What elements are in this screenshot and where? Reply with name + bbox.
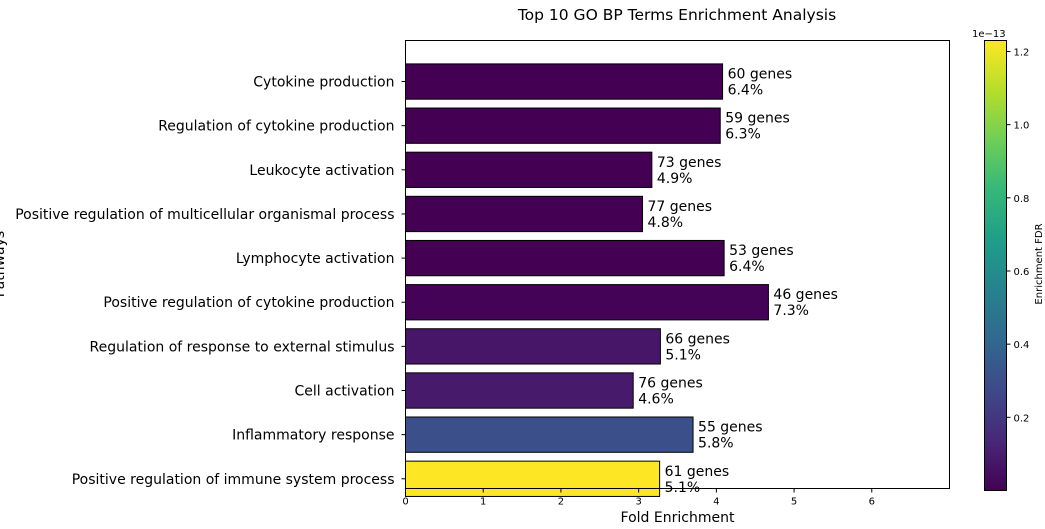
- x-tick-label: 4: [713, 497, 719, 508]
- bar-percent: 5.1%: [665, 347, 701, 363]
- bar-gene-count: 55 genes: [698, 420, 763, 436]
- bar: [405, 372, 634, 409]
- category-label: Cytokine production: [253, 75, 394, 91]
- bar-percent: 4.9%: [657, 171, 693, 187]
- bar: [405, 460, 661, 497]
- bar: [405, 328, 661, 365]
- bar-percent: 6.4%: [728, 83, 764, 99]
- colorbar-title: Enrichment FDR: [1034, 223, 1045, 304]
- bar: [405, 239, 725, 277]
- bar-gene-count: 76 genes: [638, 376, 703, 392]
- bar-gene-count: 66 genes: [665, 331, 730, 347]
- bar-gene-count: 46 genes: [773, 287, 838, 303]
- bar-gene-count: 53 genes: [729, 243, 794, 259]
- bar: [405, 107, 721, 144]
- bar: [405, 63, 724, 100]
- bar-percent: 7.3%: [773, 303, 809, 319]
- bar-percent: 5.8%: [698, 436, 734, 452]
- labels-layer: Cytokine production 60 genes6.4%Regulatio…: [15, 67, 838, 496]
- x-tick-label: 1: [480, 497, 486, 508]
- colorbar-tick-label: 1.2: [1014, 47, 1030, 58]
- colorbar-tick-label: 0.2: [1014, 413, 1030, 424]
- bar-percent: 4.6%: [638, 392, 674, 408]
- category-label: Regulation of cytokine production: [158, 119, 394, 135]
- bar-gene-count: 77 genes: [648, 199, 713, 215]
- bar-gene-count: 73 genes: [657, 155, 722, 171]
- x-axis: 0 1 2 3 4 5 6: [401, 81, 875, 508]
- bar-percent: 6.4%: [729, 259, 765, 275]
- x-tick-label: 6: [869, 497, 875, 508]
- bar: [405, 151, 653, 188]
- colorbar-tick-label: 0.8: [1014, 194, 1030, 205]
- bar-gene-count: 60 genes: [728, 67, 793, 83]
- x-tick-label: 0: [402, 497, 408, 508]
- category-label: Leukocyte activation: [249, 163, 394, 179]
- colorbar: 1e−13 Enrichment FDR 0.2 0.4 0.6 0.8 1.0 1.2: [972, 29, 1045, 491]
- bar: [405, 284, 769, 321]
- category-label: Lymphocyte activation: [236, 251, 395, 267]
- colorbar-tick-label: 0.6: [1014, 267, 1030, 278]
- bar-percent: 6.3%: [725, 127, 761, 143]
- bar-percent: 5.1%: [665, 480, 701, 496]
- plot-frame: [405, 40, 950, 489]
- category-label: Inflammatory response: [232, 428, 394, 444]
- category-label: Positive regulation of immune system pro…: [72, 472, 395, 488]
- x-axis-title: Fold Enrichment: [621, 510, 735, 526]
- colorbar-tick-label: 1.0: [1014, 121, 1030, 132]
- bar: [405, 416, 694, 453]
- x-tick-label: 5: [791, 497, 797, 508]
- bar: [405, 195, 644, 233]
- category-label: Positive regulation of cytokine producti…: [103, 295, 394, 311]
- bar-gene-count: 61 genes: [665, 464, 730, 480]
- chart-title: Top 10 GO BP Terms Enrichment Analysis: [517, 6, 836, 24]
- category-label: Cell activation: [295, 384, 395, 400]
- x-tick-label: 2: [558, 497, 564, 508]
- colorbar-tick-label: 0.4: [1014, 340, 1030, 351]
- x-tick-label: 3: [635, 497, 641, 508]
- y-axis-title: Pathways: [0, 231, 8, 297]
- colorbar-ticks: 0.2 0.4 0.6 0.8 1.0 1.2: [1006, 47, 1030, 424]
- category-label: Positive regulation of multicellular org…: [15, 207, 394, 223]
- colorbar-gradient: [984, 40, 1007, 491]
- colorbar-multiplier: 1e−13: [972, 29, 1006, 40]
- bar-gene-count: 59 genes: [725, 111, 790, 127]
- category-label: Regulation of response to external stimu…: [90, 339, 395, 355]
- bars-layer: [405, 63, 769, 497]
- bar-percent: 4.8%: [648, 215, 684, 231]
